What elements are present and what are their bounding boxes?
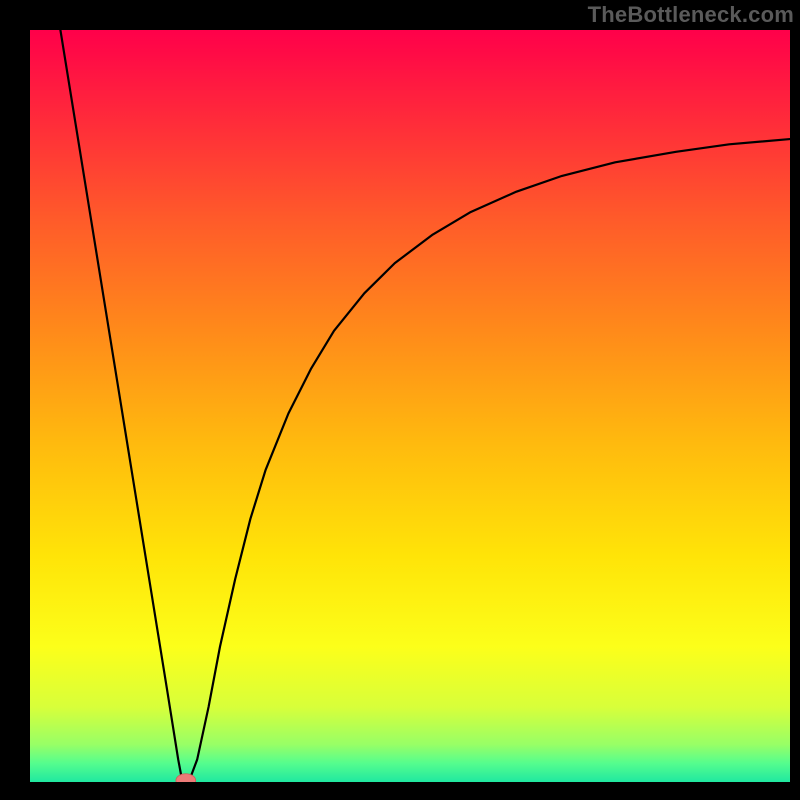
watermark-text: TheBottleneck.com	[588, 2, 794, 28]
frame-bottom	[0, 782, 800, 800]
gradient-background	[30, 30, 790, 782]
plot-svg	[30, 30, 790, 782]
frame-left	[0, 0, 30, 800]
chart-root: TheBottleneck.com	[0, 0, 800, 800]
plot-area	[30, 30, 790, 782]
frame-right	[790, 0, 800, 800]
